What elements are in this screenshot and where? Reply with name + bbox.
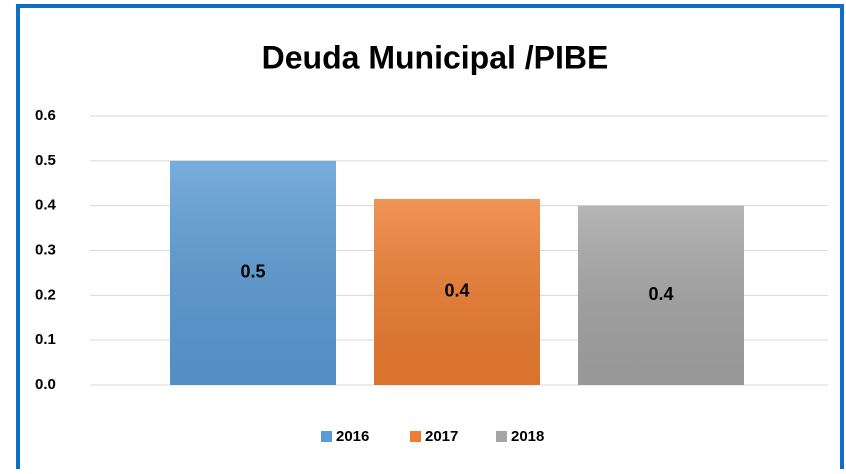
chart-title: Deuda Municipal /PIBE: [262, 39, 609, 75]
bar-shade: [374, 198, 540, 385]
legend-swatch: [321, 431, 332, 442]
y-tick-label: 0.4: [35, 197, 57, 214]
bar-shade: [170, 160, 336, 385]
data-label: 0.4: [444, 281, 469, 301]
y-tick-label: 0.0: [35, 376, 56, 393]
bar-shade: [578, 205, 744, 385]
legend-label: 2018: [511, 428, 544, 445]
y-tick-label: 0.6: [35, 107, 56, 124]
y-tick-label: 0.3: [35, 241, 56, 258]
data-label: 0.4: [648, 284, 673, 304]
y-tick-label: 0.2: [35, 286, 56, 303]
legend-label: 2016: [336, 428, 369, 445]
y-tick-label: 0.1: [35, 331, 56, 348]
legend-swatch: [410, 431, 421, 442]
y-tick-label: 0.5: [35, 152, 56, 169]
legend-label: 2017: [425, 428, 458, 445]
legend-swatch: [496, 431, 507, 442]
data-label: 0.5: [240, 262, 265, 282]
